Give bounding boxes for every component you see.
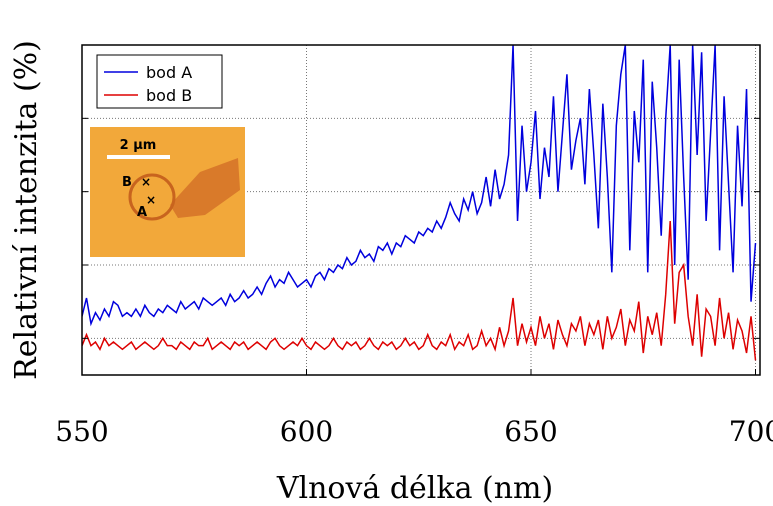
- lines: [82, 45, 757, 361]
- point-label: B: [122, 175, 132, 190]
- legend-label: bod B: [146, 86, 192, 105]
- legend-label: bod A: [146, 63, 192, 82]
- x-tick-label: 700: [729, 415, 773, 448]
- x-tick-label: 550: [55, 415, 108, 448]
- legend-box: [96, 54, 223, 109]
- ticks: 550 600 650 700: [55, 44, 773, 448]
- point-label: A: [137, 205, 147, 220]
- series-line: [82, 220, 757, 361]
- legend: bod A bod B: [96, 54, 223, 109]
- inset-image: 2 μm B × A ×: [90, 127, 245, 257]
- inset-ring: [128, 173, 176, 221]
- x-tick-label: 650: [504, 415, 557, 448]
- point-marker: ×: [146, 193, 156, 207]
- point-marker: ×: [141, 175, 151, 189]
- series-line: [82, 45, 757, 327]
- plot-frame: [81, 44, 761, 376]
- x-tick-label: 600: [280, 415, 333, 448]
- y-axis-label: Relativní intenzita (%): [9, 40, 44, 380]
- scale-label: 2 μm: [120, 138, 157, 153]
- x-axis-label: Vlnová délka (nm): [276, 471, 553, 506]
- inset-flake: [170, 158, 240, 218]
